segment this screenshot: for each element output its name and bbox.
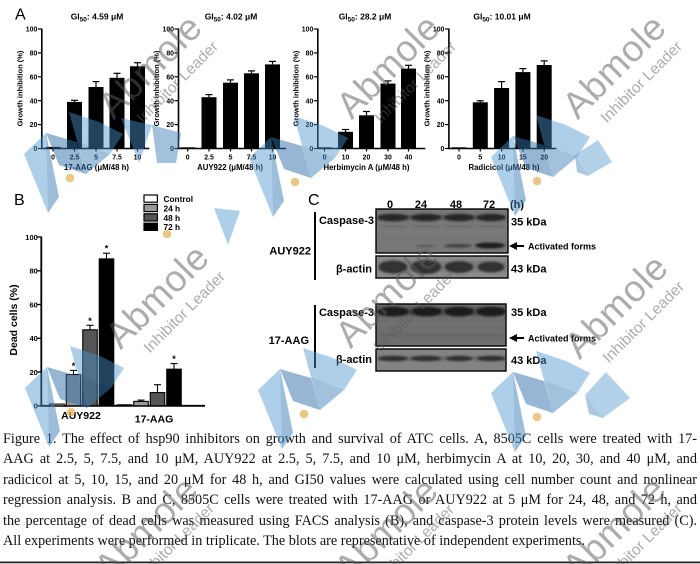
svg-text:40: 40 bbox=[306, 98, 314, 105]
svg-text:B: B bbox=[14, 192, 25, 209]
svg-text:Growth inhibition (%): Growth inhibition (%) bbox=[152, 50, 161, 126]
svg-text:100: 100 bbox=[433, 27, 445, 34]
svg-text:60: 60 bbox=[29, 300, 37, 309]
svg-text:AUY922 (μM/48 h): AUY922 (μM/48 h) bbox=[197, 163, 263, 172]
svg-text:10: 10 bbox=[342, 155, 350, 162]
svg-text:60: 60 bbox=[166, 74, 174, 81]
svg-text:80: 80 bbox=[29, 267, 37, 276]
svg-text:35 kDa: 35 kDa bbox=[511, 217, 547, 229]
svg-text:Caspase-3: Caspase-3 bbox=[319, 307, 374, 319]
svg-text:40: 40 bbox=[437, 98, 445, 105]
svg-text:Growth inhibition (%): Growth inhibition (%) bbox=[291, 50, 300, 126]
svg-text:40: 40 bbox=[405, 155, 413, 162]
svg-text:Control: Control bbox=[164, 194, 194, 204]
svg-text:40: 40 bbox=[166, 98, 174, 105]
svg-text:24 h: 24 h bbox=[164, 203, 181, 213]
svg-text:17-AAG (μM/48 h): 17-AAG (μM/48 h) bbox=[64, 163, 129, 172]
svg-text:AUY922: AUY922 bbox=[61, 410, 101, 422]
svg-text:35 kDa: 35 kDa bbox=[511, 307, 547, 319]
svg-text:20: 20 bbox=[437, 122, 445, 129]
svg-text:10: 10 bbox=[269, 155, 277, 162]
svg-text:80: 80 bbox=[30, 51, 38, 58]
svg-text:0: 0 bbox=[441, 146, 445, 153]
svg-text:AUY922: AUY922 bbox=[269, 246, 311, 258]
svg-text:10: 10 bbox=[498, 155, 506, 162]
svg-text:A: A bbox=[15, 7, 26, 24]
svg-text:0: 0 bbox=[34, 402, 38, 411]
svg-text:60: 60 bbox=[30, 74, 38, 81]
svg-text:0: 0 bbox=[323, 155, 327, 162]
svg-text:5: 5 bbox=[229, 155, 233, 162]
svg-text:20: 20 bbox=[363, 155, 371, 162]
svg-text:Caspase-3: Caspase-3 bbox=[319, 215, 374, 227]
svg-text:43 kDa: 43 kDa bbox=[511, 355, 547, 367]
svg-text:7.5: 7.5 bbox=[112, 155, 122, 162]
svg-text:β-actin: β-actin bbox=[336, 354, 372, 366]
svg-text:0: 0 bbox=[457, 155, 461, 162]
svg-text:Activated forms: Activated forms bbox=[528, 334, 596, 344]
svg-text:17-AAG: 17-AAG bbox=[135, 414, 174, 426]
svg-text:100: 100 bbox=[163, 27, 175, 34]
svg-text:Herbimycin A (μM/48 h): Herbimycin A (μM/48 h) bbox=[323, 163, 409, 172]
svg-text:7.5: 7.5 bbox=[247, 155, 257, 162]
svg-text:48: 48 bbox=[450, 199, 462, 211]
svg-text:β-actin: β-actin bbox=[336, 264, 372, 276]
svg-text:100: 100 bbox=[25, 233, 38, 242]
svg-text:43 kDa: 43 kDa bbox=[511, 264, 547, 276]
svg-text:0: 0 bbox=[33, 146, 37, 153]
svg-text:0: 0 bbox=[309, 146, 313, 153]
svg-text:20: 20 bbox=[540, 155, 548, 162]
svg-text:Dead cells (%): Dead cells (%) bbox=[8, 284, 20, 355]
svg-text:2.5: 2.5 bbox=[70, 155, 80, 162]
svg-text:20: 20 bbox=[29, 368, 37, 377]
svg-text:15: 15 bbox=[519, 155, 527, 162]
svg-text:60: 60 bbox=[306, 74, 314, 81]
svg-text:20: 20 bbox=[166, 122, 174, 129]
svg-text:Radicicol (μM/48 h): Radicicol (μM/48 h) bbox=[468, 163, 539, 172]
svg-text:Growth inhibition (%): Growth inhibition (%) bbox=[422, 50, 431, 126]
svg-text:17-AAG: 17-AAG bbox=[269, 335, 309, 347]
svg-text:40: 40 bbox=[29, 334, 37, 343]
svg-text:100: 100 bbox=[302, 27, 314, 34]
svg-text:0: 0 bbox=[387, 199, 393, 211]
svg-text:C: C bbox=[308, 192, 320, 209]
svg-text:20: 20 bbox=[30, 122, 38, 129]
svg-text:*: * bbox=[88, 316, 92, 326]
svg-text:30: 30 bbox=[384, 155, 392, 162]
svg-text:24: 24 bbox=[415, 199, 428, 211]
svg-text:60: 60 bbox=[437, 74, 445, 81]
svg-text:5: 5 bbox=[478, 155, 482, 162]
svg-text:5: 5 bbox=[94, 155, 98, 162]
svg-text:*: * bbox=[72, 361, 76, 371]
svg-text:2.5: 2.5 bbox=[204, 155, 214, 162]
svg-text:80: 80 bbox=[437, 51, 445, 58]
svg-text:80: 80 bbox=[166, 51, 174, 58]
svg-text:72 h: 72 h bbox=[164, 222, 181, 232]
svg-text:(h): (h) bbox=[510, 199, 524, 211]
svg-text:100: 100 bbox=[26, 27, 38, 34]
svg-text:40: 40 bbox=[30, 98, 38, 105]
svg-text:0: 0 bbox=[170, 146, 174, 153]
svg-text:20: 20 bbox=[306, 122, 314, 129]
svg-text:48 h: 48 h bbox=[164, 213, 181, 223]
svg-text:0: 0 bbox=[186, 155, 190, 162]
svg-text:80: 80 bbox=[306, 51, 314, 58]
svg-text:*: * bbox=[105, 244, 109, 254]
svg-text:Growth inhibition (%): Growth inhibition (%) bbox=[15, 50, 24, 126]
svg-text:*: * bbox=[172, 354, 176, 364]
svg-text:0: 0 bbox=[51, 155, 55, 162]
svg-text:Activated forms: Activated forms bbox=[528, 242, 596, 252]
svg-text:10: 10 bbox=[134, 155, 142, 162]
